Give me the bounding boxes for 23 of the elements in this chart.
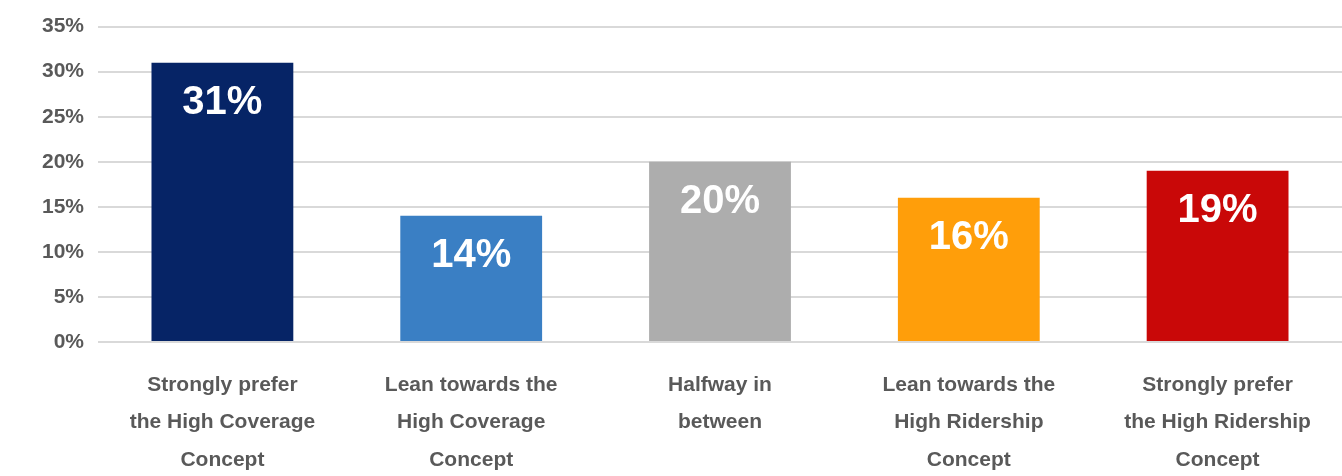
y-tick-label: 20% (41, 148, 85, 172)
bar (1146, 170, 1289, 341)
y-tick-label: 15% (41, 193, 85, 217)
y-tick-label: 0% (53, 328, 85, 352)
data-label: 16% (928, 212, 1009, 257)
x-tick-label: Lean towards the High Coverage Concept (384, 371, 558, 471)
bar (649, 161, 791, 341)
x-tick-label: Lean towards the High Ridership Concept (882, 371, 1056, 471)
bar (151, 62, 294, 341)
data-label: 20% (679, 176, 761, 221)
y-tick-label: 25% (41, 103, 85, 127)
y-tick-label: 10% (41, 238, 85, 262)
y-tick-label: 35% (41, 13, 85, 37)
data-label: 14% (431, 230, 512, 275)
bar (400, 215, 543, 341)
y-tick-label: 5% (53, 283, 85, 307)
data-label: 31% (182, 77, 263, 122)
data-label: 19% (1177, 185, 1258, 230)
bar (897, 197, 1040, 341)
x-tick-label: Halfway in between (668, 371, 772, 433)
x-tick-label: Strongly prefer the High Ridership Concept (1124, 371, 1311, 471)
y-tick-label: 30% (41, 58, 85, 82)
x-tick-label: Strongly prefer the High Coverage Concept (129, 371, 316, 471)
